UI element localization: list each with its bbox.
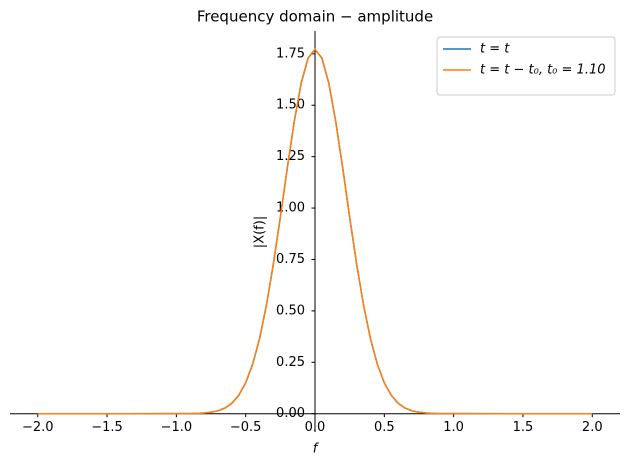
y-tick-label: 0.50 [276, 303, 305, 318]
legend-label: t = t − t₀, t₀ = 1.10 [480, 63, 606, 78]
y-tick-label: 0.25 [276, 355, 305, 370]
x-tick-label: 0.0 [305, 420, 326, 435]
y-tick-label: 0.00 [276, 406, 305, 421]
y-tick-label: 0.75 [276, 252, 305, 267]
series-line [37, 48, 593, 415]
x-tick-label: −2.0 [22, 420, 54, 435]
y-axis-label: |X(f)| [253, 216, 268, 248]
x-tick-label: −0.5 [230, 420, 262, 435]
chart-title: Frequency domain − amplitude [197, 8, 433, 26]
y-tick-label: 1.00 [276, 201, 305, 216]
y-tick-label: 1.50 [276, 98, 305, 113]
x-tick-label: −1.0 [161, 420, 193, 435]
x-tick-label: −1.5 [91, 420, 123, 435]
legend-box [436, 36, 616, 96]
legend-label: t = t [480, 42, 510, 57]
y-tick-label: 1.75 [276, 46, 305, 61]
x-tick-label: 1.5 [513, 420, 534, 435]
x-axis-label: f [313, 442, 320, 457]
x-tick-label: 1.0 [443, 420, 464, 435]
y-tick-label: 1.25 [276, 149, 305, 164]
x-tick-label: 0.5 [374, 420, 395, 435]
x-tick-label: 2.0 [582, 420, 603, 435]
